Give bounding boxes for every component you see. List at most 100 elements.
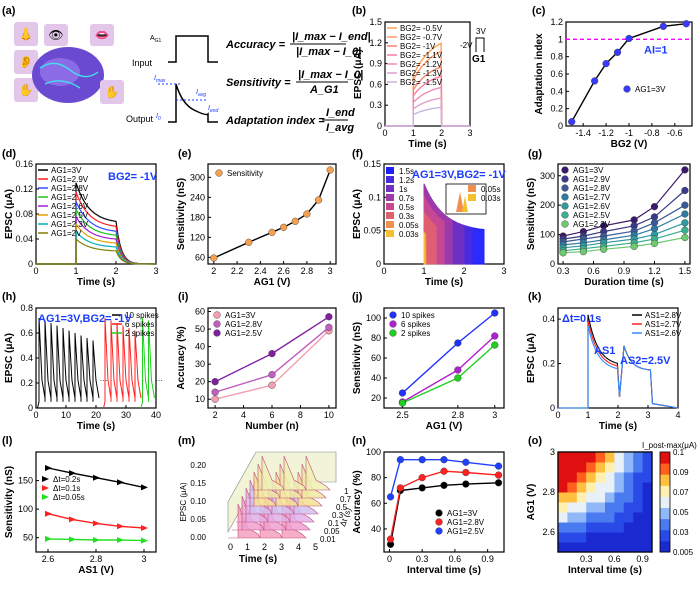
x-tick-label: 2.8 (301, 266, 314, 276)
legend-entry: 10 spikes (401, 311, 435, 320)
svg-text:I_avg: I_avg (326, 122, 354, 134)
data-point (280, 223, 288, 231)
data-point (213, 311, 221, 319)
z-tick-label: 0.1 (328, 519, 340, 528)
legend-entry: AG1=3V (225, 311, 256, 320)
heatmap-cell (567, 542, 578, 553)
x-tick-label: 1 (411, 128, 416, 138)
heatmap-cell (567, 522, 578, 533)
heatmap-cell (586, 482, 597, 493)
legend-entry: BG2= -1.1V (400, 51, 443, 60)
x-axis-label: Number (n) (245, 421, 298, 432)
legend-entry: AG1=2.7V (51, 193, 89, 202)
y-tick-label: 40 (371, 524, 381, 534)
data-point (681, 226, 689, 234)
legend-entry: 6 spikes (125, 320, 154, 329)
data-point (681, 210, 689, 218)
epsc-trace (385, 106, 470, 127)
data-point (462, 468, 470, 477)
heatmap-cell (623, 462, 634, 473)
x-tick-label: 1 (245, 542, 250, 552)
panel-a-schematic: 👃 👂 ✋ 👁 👄 ✋ Input Output AG1 Imax Iavg I… (14, 22, 371, 134)
svg-text:|I_max − I_0|: |I_max − I_0| (296, 46, 361, 58)
x-tick-label: 2.2 (231, 266, 244, 276)
heatmap-cell (558, 512, 568, 523)
y-tick-label: 30 (195, 359, 205, 369)
heatmap-cell (614, 452, 625, 463)
heatmap-cell (595, 522, 606, 533)
x-tick-label: 4 (241, 410, 246, 420)
data-point (325, 323, 333, 331)
data-point (93, 474, 100, 481)
heatmap-cell (586, 452, 597, 463)
heatmap-cell (558, 522, 568, 533)
y-tick-label: 0 (550, 403, 555, 413)
y-axis-label: Sensitivity (nS) (176, 178, 187, 250)
legend-entry: 1s (399, 185, 407, 194)
colorbar-segment (660, 507, 670, 520)
x-tick-label: 0.6 (449, 554, 462, 564)
heatmap-cell (614, 482, 625, 493)
inset-spike-003 (462, 196, 468, 212)
data-point (491, 332, 499, 340)
data-point (650, 239, 659, 248)
inset-spike-005 (456, 192, 464, 212)
x-tick-label: 3 (645, 410, 650, 420)
y-tick-label: 60 (195, 252, 205, 262)
hand-right-icon: ✋ (105, 85, 120, 99)
epsc-trace (385, 50, 470, 127)
hand-icon: ✋ (19, 83, 34, 97)
legend-swatch (386, 185, 394, 192)
x-axis-label: Time (s) (425, 277, 463, 288)
sense-tile-hand-right (100, 80, 124, 104)
y-tick-label: 0.1 (368, 192, 381, 202)
x-axis-label: AG1 (V) (426, 421, 463, 432)
panel-label-k: (k) (528, 291, 542, 303)
legend-entry: 0.7s (399, 194, 414, 203)
heatmap-cell (595, 502, 606, 513)
data-point (494, 462, 503, 470)
legend-entry: 10 spikes (125, 311, 159, 320)
data-point (268, 381, 276, 389)
data-point (625, 34, 633, 43)
heatmap-cell (558, 542, 568, 553)
heatmap-cell (558, 502, 568, 513)
heatmap-cell (642, 492, 653, 503)
input-label: Input (132, 58, 153, 68)
legend-entry: AG1=3V (51, 166, 82, 175)
y-tick-label: 2.8 (542, 487, 555, 497)
heatmap-cell (576, 492, 587, 503)
output-response (168, 83, 218, 123)
y-axis-label: Sensitivity (nS) (526, 178, 537, 250)
heatmap-cell (633, 452, 644, 463)
heatmap-cell (567, 512, 578, 523)
heatmap-cell (623, 492, 634, 503)
heatmap-cell (605, 532, 615, 543)
heatmap-cell (623, 502, 634, 513)
y-axis-label: AG1 (V) (526, 484, 537, 521)
y-tick-label: 0.00 (190, 533, 206, 542)
panel-label-o: (o) (528, 435, 542, 447)
heatmap-cell (576, 472, 587, 483)
legend-swatch (468, 185, 476, 192)
x-tick-label: 0 (555, 410, 560, 420)
y-tick-label: 0.8 (20, 303, 33, 313)
heatmap-cell (586, 472, 597, 483)
legend-swatch (386, 203, 394, 210)
heatmap-cell (633, 532, 644, 543)
imax-label: Imax (154, 75, 166, 84)
heatmap-cell (642, 522, 653, 533)
legend-entry: 0.05s (481, 185, 501, 194)
heatmap-cell (614, 542, 625, 553)
heatmap-cell (595, 492, 606, 503)
y-tick-label: 0 (558, 121, 563, 131)
colorbar-segment (660, 452, 670, 464)
y-tick-label: 80 (371, 473, 381, 483)
y-tick-label: 150 (18, 476, 33, 486)
y-tick-label: 0.12 (15, 184, 33, 194)
x-axis-label: Time (s) (77, 421, 115, 432)
y-tick-label: 0.04 (15, 234, 33, 244)
epsc-trace (385, 97, 470, 127)
x-tick-label: 1 (73, 266, 78, 276)
